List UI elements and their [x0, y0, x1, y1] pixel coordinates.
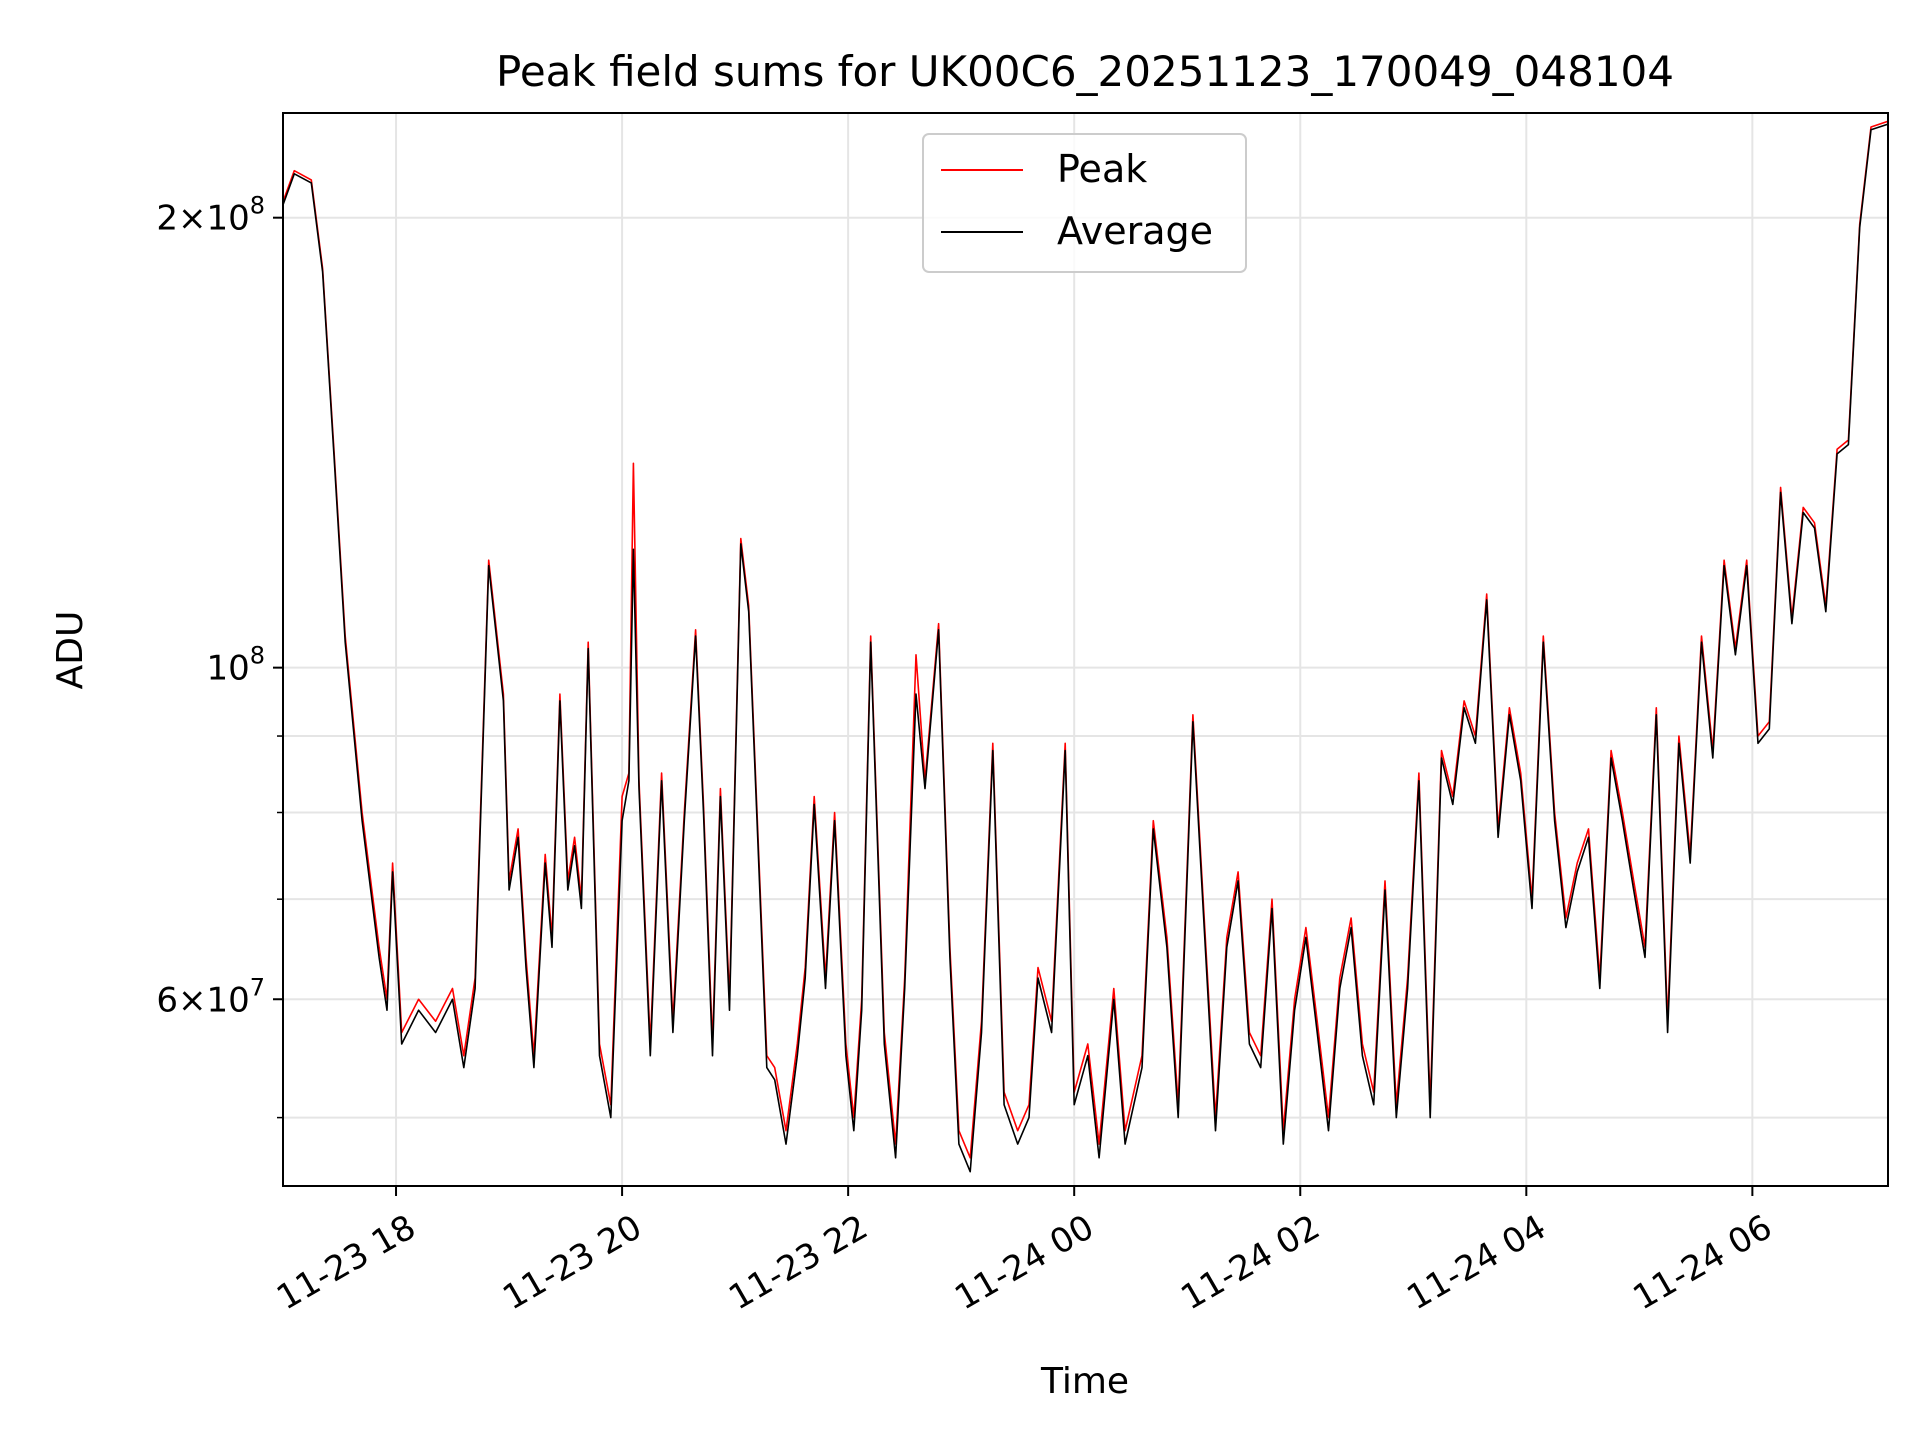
series-layer	[283, 120, 1888, 1173]
legend: Peak Average	[922, 133, 1247, 273]
legend-box	[922, 133, 1247, 273]
y-tick-label: 2×108	[156, 192, 265, 239]
x-axis-title: Time	[1040, 1361, 1129, 1402]
legend-average-label: Average	[1057, 209, 1213, 253]
legend-peak-label: Peak	[1057, 147, 1147, 191]
chart-title: Peak field sums for UK00C6_20251123_1700…	[496, 47, 1674, 96]
y-axis-title: ADU	[50, 611, 91, 690]
plot-frame	[282, 112, 1889, 1187]
y-tick-label: 6×107	[156, 973, 265, 1020]
plot-area	[283, 120, 1888, 1173]
series-line-average	[283, 123, 1888, 1173]
y-tick-label: 108	[206, 642, 265, 689]
